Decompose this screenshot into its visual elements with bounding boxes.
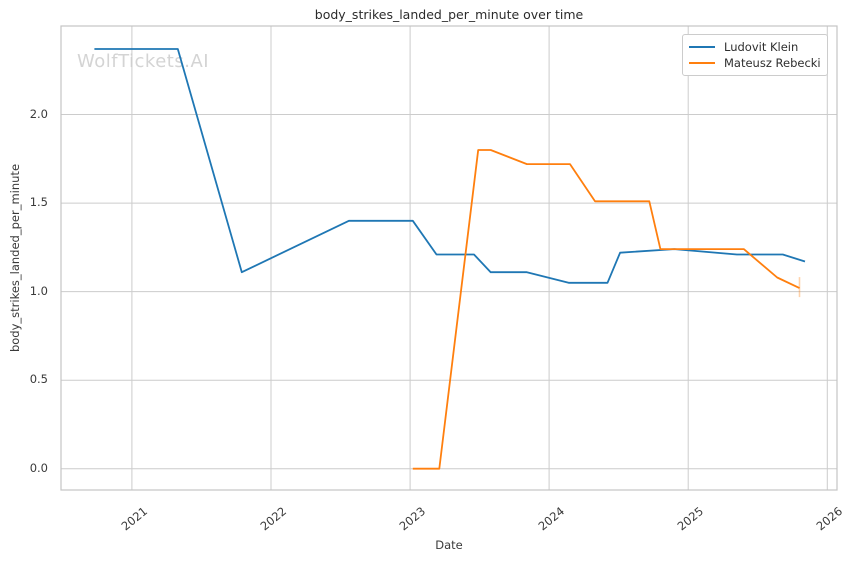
plot-border [60, 25, 838, 491]
legend: Ludovit Klein Mateusz Rebecki [682, 34, 828, 76]
legend-item-label: Mateusz Rebecki [724, 56, 821, 71]
legend-item-label: Ludovit Klein [724, 39, 799, 54]
y-tick-label: 1.0 [29, 283, 48, 298]
legend-item: Mateusz Rebecki [689, 56, 821, 70]
x-axis-label: Date [435, 538, 463, 552]
legend-line-swatch [689, 62, 715, 65]
series-line-0 [94, 48, 806, 284]
series-line-1 [412, 149, 800, 470]
legend-line-swatch [689, 45, 715, 48]
chart-title: body_strikes_landed_per_minute over time [314, 7, 584, 22]
y-tick-label: 0.0 [29, 460, 48, 475]
legend-item: Ludovit Klein [689, 40, 821, 54]
y-tick-label: 0.5 [29, 372, 48, 387]
watermark: WolfTickets.AI [77, 51, 210, 72]
y-axis-label: body_strikes_landed_per_minute [8, 163, 22, 353]
y-tick-label: 1.5 [29, 195, 48, 210]
y-tick-label: 2.0 [29, 106, 48, 121]
